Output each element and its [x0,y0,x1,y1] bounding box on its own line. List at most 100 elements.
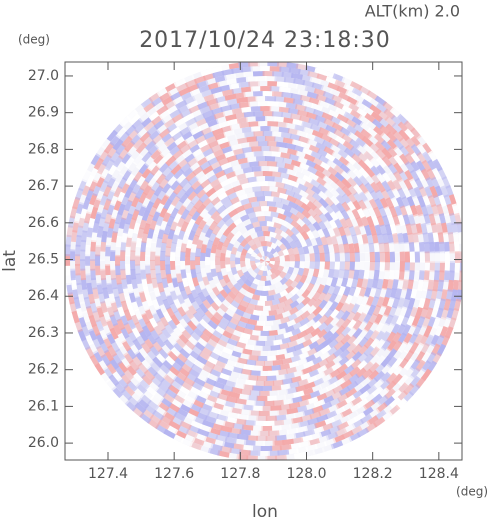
echo-cell [212,70,225,79]
echo-cell [102,287,110,300]
echo-cell [290,286,300,296]
echo-cell [349,81,363,91]
echo-cell [304,253,311,262]
echo-cell [420,222,428,235]
echo-cell [387,233,394,245]
echo-cell [96,175,106,188]
echo-cell [237,137,249,144]
echo-cell [227,411,240,419]
echo-cell [212,165,224,175]
echo-cell [222,183,234,192]
echo-cell [218,157,230,166]
echo-cell [216,271,224,281]
echo-cell [245,76,258,82]
echo-cell [233,240,241,249]
echo-cell [236,117,249,124]
echo-cell [345,416,358,427]
echo-cell [328,137,341,148]
echo-cell [76,225,84,238]
echo-cell [335,135,347,146]
echo-cell [378,206,388,218]
echo-cell [191,276,200,287]
echo-cell [273,176,284,183]
x-tick-label: 127.8 [220,466,260,482]
echo-cell [379,287,387,299]
echo-cell [382,403,394,415]
echo-cell [153,185,164,197]
echo-cell [217,355,229,365]
echo-cell [169,207,179,219]
echo-cell [184,339,196,351]
echo-cell [220,178,231,188]
echo-cell [333,406,346,416]
echo-cell [116,282,124,294]
echo-cell [330,390,343,401]
echo-cell [131,208,140,221]
echo-cell [233,230,243,240]
echo-cell [96,282,104,295]
echo-cell [133,222,141,234]
echo-cell [95,188,105,202]
echo-cell [349,294,359,306]
echo-cell [265,156,276,162]
echo-cell [384,116,397,128]
echo-cell [438,270,445,283]
echo-cell [225,359,237,367]
echo-cell [434,251,441,263]
echo-cell [297,156,309,165]
echo-cell [301,100,314,109]
echo-cell [196,80,209,89]
echo-cell [166,294,175,306]
echo-cell [241,182,252,190]
echo-cell [228,62,241,70]
echo-cell [256,435,268,442]
echo-cell [158,303,168,315]
echo-cell [250,370,261,376]
echo-cell [231,386,243,394]
echo-cell [149,290,157,302]
echo-cell [295,63,309,71]
echo-cell [204,283,213,294]
echo-cell [227,222,237,232]
echo-cell [451,308,460,321]
echo-cell [428,270,435,282]
echo-cell [362,207,372,219]
echo-cell [441,176,451,189]
echo-cell [335,202,346,214]
echo-cell [237,193,248,202]
echo-cell [149,360,161,373]
echo-cell [336,85,349,95]
echo-cell [303,126,315,135]
echo-cell [292,246,300,256]
echo-cell [268,309,278,316]
echo-cell [220,267,228,277]
echo-cell [195,134,207,145]
echo-cell [152,324,163,336]
echo-cell [248,430,261,436]
echo-cell [150,268,157,280]
echo-cell [310,178,321,189]
echo-cell [265,195,275,202]
echo-cell [258,430,270,436]
echo-cell [81,324,90,337]
echo-cell [281,310,292,319]
echo-cell [216,240,224,251]
echo-cell [211,422,224,431]
echo-cell [324,97,337,106]
echo-cell [224,342,236,351]
echo-cell [116,226,124,239]
echo-cell [139,250,146,261]
echo-cell [363,329,374,341]
echo-cell [245,379,256,386]
echo-cell [200,143,212,153]
y-axis-label: lat [0,250,20,272]
echo-cell [255,155,266,162]
echo-cell [204,309,215,320]
echo-cell [151,277,159,289]
echo-cell [239,316,250,324]
echo-cell [345,161,357,173]
echo-cell [425,288,433,301]
echo-cell [374,251,381,263]
echo-cell [207,372,219,382]
